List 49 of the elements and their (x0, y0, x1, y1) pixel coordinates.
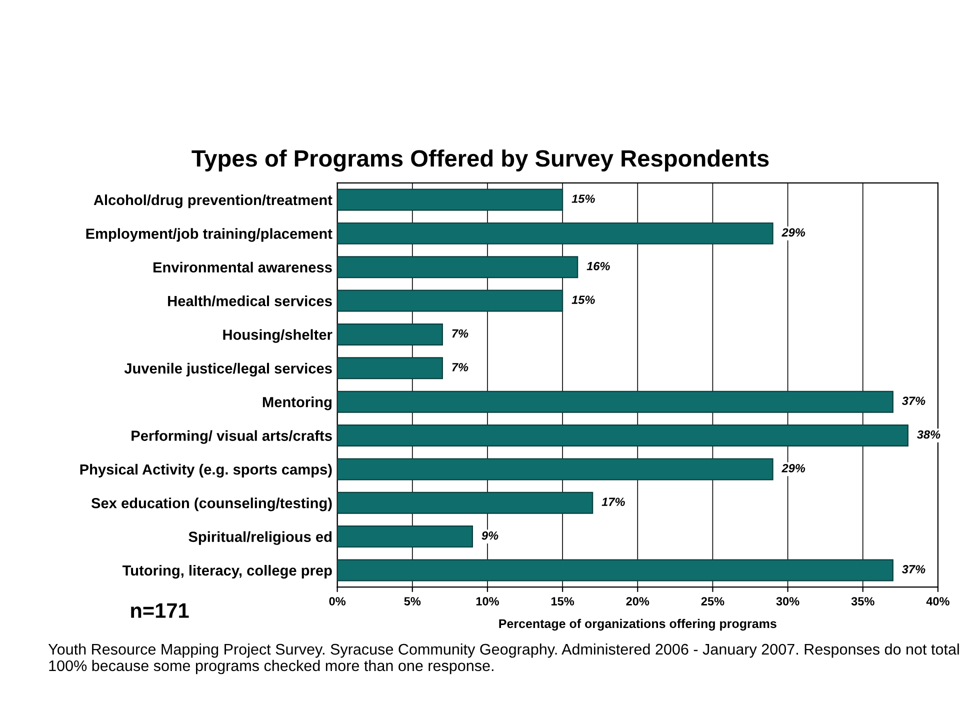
y-tick-label: Juvenile justice/legal services (124, 362, 332, 377)
bar (337, 357, 443, 380)
bar (337, 256, 578, 278)
y-tick-label: Performing/ visual arts/crafts (132, 430, 332, 444)
bar (337, 458, 774, 480)
bar (337, 559, 894, 582)
bar (337, 424, 908, 447)
x-tick-label: 40% (926, 597, 950, 606)
data-label: 16% (586, 262, 610, 270)
y-tick-label: Alcohol/drug prevention/treatment (94, 194, 332, 208)
y-tick-label: Spiritual/religious ed (188, 531, 332, 545)
x-tick-label: 15% (551, 597, 574, 606)
x-tick-label: 10% (476, 597, 499, 606)
bar (337, 526, 474, 548)
data-label: 7% (452, 363, 468, 372)
x-tick-label: 20% (626, 597, 650, 606)
y-tick-label: Sex education (counseling/testing) (91, 498, 332, 512)
data-label: 17% (602, 498, 625, 506)
text: Youth Resource Mapping Project Survey. Syracuse Community Geography. Administered 2006 - January 2007. Responses do not total 100% because some programs checked more than one response. (48, 643, 959, 674)
data-label: 37% (902, 565, 926, 574)
bar (337, 188, 564, 211)
data-label: 29% (782, 464, 806, 472)
x-tick-label: 0% (329, 597, 346, 606)
chart-title: Types of Programs Offered by Survey Respondents (192, 149, 769, 172)
data-label: 15% (572, 296, 595, 304)
data-label: 38% (917, 430, 940, 439)
text: n=171 (131, 603, 189, 618)
bar (337, 290, 564, 312)
data-label: 37% (902, 396, 926, 406)
y-tick-label: Housing/shelter (223, 329, 332, 343)
x-tick-label: 5% (404, 597, 421, 606)
data-label: 15% (572, 194, 595, 203)
y-tick-label: Physical Activity (e.g. sports camps) (80, 464, 332, 478)
y-tick-label: Mentoring (262, 396, 332, 410)
y-tick-label: Environmental awareness (154, 262, 332, 273)
x-tick-label: 35% (851, 597, 874, 606)
data-label: 29% (782, 228, 806, 237)
y-tick-label: Tutoring, literacy, college prep (122, 564, 332, 579)
bar (337, 222, 774, 244)
data-label: 9% (482, 531, 498, 540)
y-tick-label: Employment/job training/placement (86, 228, 332, 242)
x-axis-title: Percentage of organizations offering programs (499, 618, 776, 631)
bar (337, 390, 894, 413)
bar (337, 323, 443, 346)
x-tick-label: 25% (701, 597, 724, 606)
x-tick-label: 30% (776, 597, 800, 606)
data-label: 7% (452, 329, 468, 338)
bar (337, 492, 594, 514)
y-tick-label: Health/medical services (168, 296, 332, 306)
